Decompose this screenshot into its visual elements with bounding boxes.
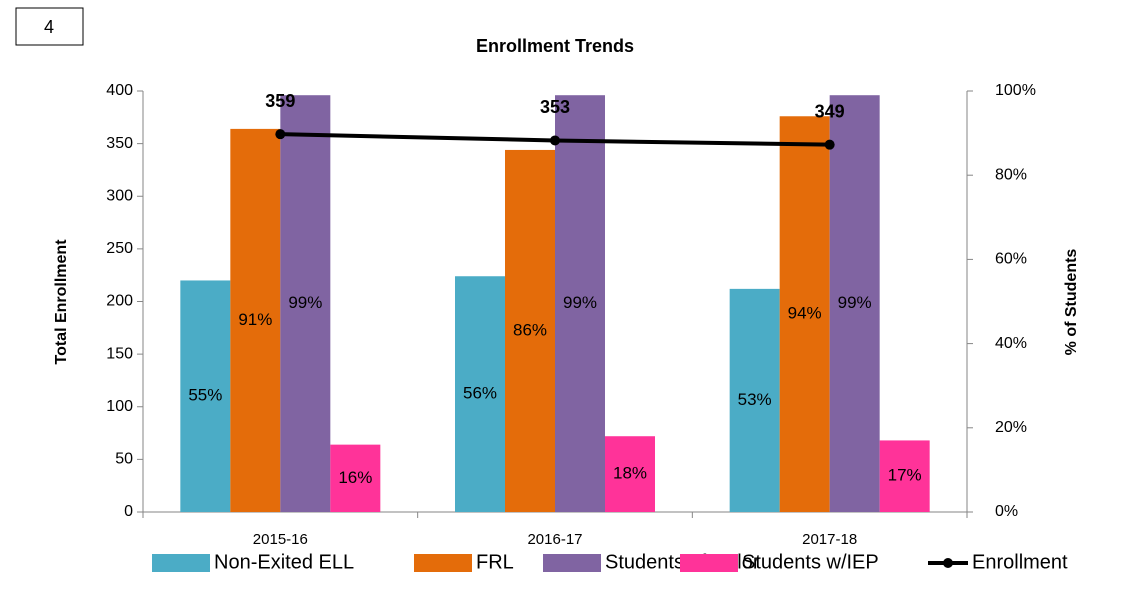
chart-title: Enrollment Trends	[476, 36, 634, 56]
legend-swatch	[414, 554, 472, 572]
y-axis-label: Total Enrollment	[53, 239, 70, 365]
y-tick-label: 400	[106, 82, 133, 99]
line-marker	[275, 129, 286, 140]
legend-swatch	[680, 554, 738, 572]
bar-label: 94%	[788, 304, 822, 323]
bar	[330, 444, 381, 512]
bar	[230, 128, 281, 512]
bar	[879, 440, 930, 512]
y2-tick-label: 100%	[995, 82, 1036, 99]
bar	[280, 95, 331, 513]
y2-tick-label: 40%	[995, 335, 1027, 352]
y2-tick-label: 0%	[995, 503, 1018, 520]
y-tick-label: 100	[106, 398, 133, 415]
legend-swatch	[152, 554, 210, 572]
y2-axis-label: % of Students	[1063, 249, 1080, 356]
bar-label: 18%	[613, 464, 647, 483]
annotation: 4	[44, 17, 54, 37]
x-tick-label: 2015-16	[253, 531, 308, 548]
bar	[555, 95, 605, 513]
line-label: 349	[815, 101, 845, 121]
bar-label: 17%	[888, 466, 922, 485]
bar-label: 86%	[513, 320, 547, 339]
line-label: 353	[540, 97, 570, 117]
y-tick-label: 200	[106, 293, 133, 310]
bar	[605, 436, 655, 512]
annotation-box	[15, 7, 84, 46]
line-marker	[824, 139, 835, 150]
line-marker	[550, 135, 560, 146]
y2-tick-label: 60%	[995, 251, 1027, 268]
bar-label: 99%	[838, 293, 872, 312]
legend-label: FRL	[476, 551, 514, 573]
bar	[779, 116, 830, 512]
x-tick-label: 2017-18	[802, 531, 857, 548]
legend-label: Non-Exited ELL	[214, 551, 354, 573]
legend-marker	[943, 558, 953, 568]
x-tick-label: 2016-17	[527, 531, 582, 548]
bar-label: 16%	[338, 468, 372, 487]
y-tick-label: 50	[115, 451, 133, 468]
bar	[505, 149, 555, 512]
bar-label: 56%	[463, 384, 497, 403]
bar-label: 99%	[288, 293, 322, 312]
y2-tick-label: 20%	[995, 419, 1027, 436]
y-tick-label: 150	[106, 345, 133, 362]
bar	[729, 288, 780, 512]
y-tick-label: 0	[124, 503, 133, 520]
y-tick-label: 250	[106, 240, 133, 257]
y-tick-label: 350	[106, 135, 133, 152]
legend-label: Students w/IEP	[742, 551, 879, 573]
bar-label: 53%	[738, 390, 772, 409]
bar	[180, 280, 231, 512]
bar	[829, 95, 880, 513]
y2-tick-label: 80%	[995, 166, 1027, 183]
line-label: 359	[265, 91, 295, 111]
y-tick-label: 300	[106, 187, 133, 204]
bar-label: 99%	[563, 293, 597, 312]
legend-swatch	[543, 554, 601, 572]
bar-label: 55%	[188, 386, 222, 405]
bar-label: 91%	[238, 310, 272, 329]
legend-label: Enrollment	[972, 551, 1068, 573]
bar	[455, 276, 505, 512]
